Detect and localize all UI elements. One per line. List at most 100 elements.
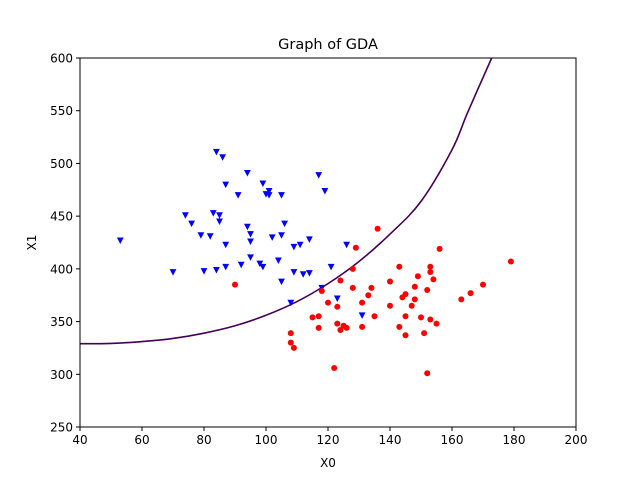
triangle-marker-point	[259, 263, 267, 271]
y-tick-label: 400	[50, 262, 73, 276]
triangle-marker-point	[358, 312, 366, 319]
circle-marker-point	[359, 299, 366, 306]
circle-marker-point	[352, 244, 359, 251]
decision-boundary-curve	[80, 58, 493, 345]
x-axis-label: X0	[320, 456, 336, 470]
y-axis: 250 300 350 400 450 500 550 600	[50, 52, 80, 435]
triangle-marker-point	[244, 223, 251, 231]
circle-marker-point	[287, 330, 294, 337]
circle-marker-point	[480, 281, 486, 288]
triangle-marker-point	[275, 257, 282, 265]
circle-marker-point	[315, 313, 322, 320]
triangle-marker-point	[299, 271, 307, 278]
circle-marker-point	[396, 323, 403, 330]
triangle-marker-point	[247, 231, 254, 238]
circle-marker-point	[232, 281, 238, 288]
circle-marker-point	[427, 316, 434, 323]
circle-marker-point	[359, 323, 366, 330]
triangle-marker-point	[116, 237, 124, 244]
triangle-marker-point	[216, 218, 223, 226]
x-tick-label: 180	[503, 433, 526, 447]
y-tick-label: 450	[50, 210, 73, 224]
triangle-marker-point	[315, 172, 323, 179]
triangle-marker-point	[290, 243, 298, 251]
y-axis-label: X1	[25, 235, 39, 251]
triangle-marker-point	[278, 232, 285, 239]
circle-marker-point	[421, 330, 428, 337]
circle-marker-point	[433, 320, 440, 327]
triangle-marker-point	[327, 263, 335, 271]
x-tick-label: 160	[441, 433, 464, 447]
triangle-marker-point	[343, 241, 350, 249]
x-axis: 40 60 80 100 120 140 160 180 200	[72, 427, 587, 447]
y-tick-label: 350	[50, 315, 73, 329]
circle-marker-point	[309, 314, 316, 321]
triangle-marker-point	[182, 212, 189, 219]
x-tick-label: 120	[317, 433, 340, 447]
circle-marker-point	[349, 265, 356, 272]
circle-marker-point	[387, 278, 393, 285]
triangle-marker-point	[213, 267, 220, 274]
x-tick-label: 140	[379, 433, 402, 447]
circle-marker-point	[371, 313, 378, 320]
triangle-marker-point	[234, 192, 242, 199]
circle-marker-point	[368, 284, 375, 291]
triangle-marker-point	[321, 187, 329, 195]
triangle-marker-point	[247, 238, 254, 246]
y-tick-label: 550	[50, 104, 73, 118]
circle-marker-point	[436, 245, 443, 252]
triangle-marker-point	[265, 187, 273, 195]
triangle-marker-point	[244, 170, 251, 177]
circle-marker-point	[337, 277, 344, 284]
circle-marker-point	[334, 303, 341, 310]
triangle-marker-point	[219, 154, 226, 161]
circle-marker-point	[331, 364, 338, 371]
triangle-marker-point	[290, 269, 298, 276]
triangle-marker-point	[222, 263, 230, 271]
circle-marker-point	[343, 324, 350, 331]
circle-marker-point	[349, 284, 356, 291]
circle-marker-point	[458, 296, 465, 303]
triangle-marker-point	[188, 220, 195, 228]
circle-marker-point	[387, 302, 393, 309]
circle-marker-point	[418, 314, 424, 321]
circle-marker-point	[365, 292, 372, 299]
circle-marker-point	[287, 339, 294, 346]
circle-marker-point	[427, 269, 434, 276]
circle-marker-point	[424, 286, 431, 293]
circle-marker-point	[325, 299, 331, 306]
triangle-marker-point	[278, 278, 285, 286]
triangle-marker-point	[222, 241, 230, 249]
triangle-marker-point	[169, 269, 177, 276]
circle-marker-point	[414, 273, 421, 280]
x-tick-label: 40	[72, 433, 87, 447]
circle-marker-point	[337, 327, 344, 334]
triangle-marker-point	[278, 192, 285, 199]
triangle-marker-point	[222, 181, 230, 189]
circle-marker-point	[427, 263, 434, 270]
circle-marker-point	[411, 283, 418, 290]
triangle-marker-point	[287, 299, 295, 307]
circle-marker-point	[396, 263, 403, 270]
triangle-marker-point	[197, 232, 205, 239]
x-tick-label: 60	[134, 433, 149, 447]
triangle-marker-point	[216, 212, 223, 219]
triangle-marker-point	[247, 254, 254, 261]
circle-marker-point	[467, 290, 474, 297]
circle-marker-point	[402, 313, 409, 320]
circle-marker-point	[402, 291, 409, 298]
triangle-marker-point	[281, 220, 288, 228]
x-tick-label: 200	[565, 433, 588, 447]
circle-marker-point	[315, 324, 322, 331]
circle-marker-point	[411, 296, 418, 303]
triangle-marker-point	[237, 261, 245, 269]
circle-marker-point	[424, 370, 431, 377]
triangle-marker-point	[306, 236, 313, 243]
triangle-marker-point	[209, 210, 217, 217]
chart-title: Graph of GDA	[278, 37, 378, 53]
triangle-marker-point	[200, 268, 208, 275]
triangle-marker-point	[306, 270, 313, 277]
triangle-marker-point	[206, 233, 214, 240]
circle-marker-point	[408, 302, 415, 309]
